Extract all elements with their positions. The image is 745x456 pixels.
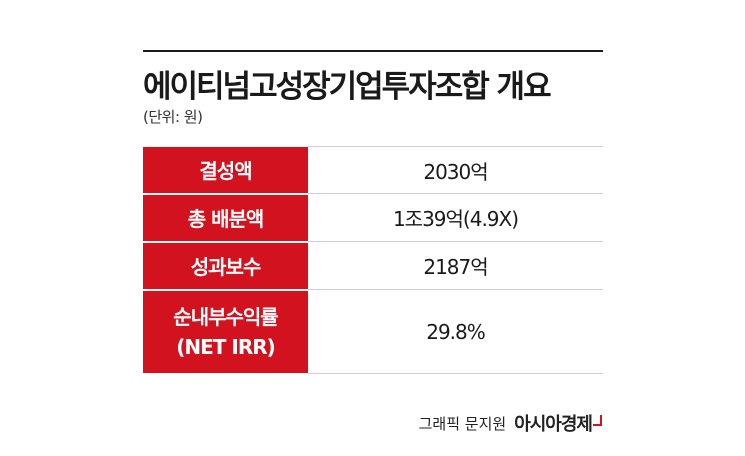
row-value: 2030억	[308, 146, 603, 194]
row-value: 29.8%	[308, 289, 603, 374]
infographic-title: 에이티넘고성장기업투자조합 개요	[143, 69, 552, 105]
row-value: 1조39억(4.9X)	[308, 193, 603, 242]
row-label: 총 배분액	[143, 193, 308, 243]
table-row: 순내부수익률 (NET IRR) 29.8%	[143, 289, 603, 375]
row-label-line2: (NET IRR)	[176, 334, 276, 359]
unit-note: (단위: 원)	[143, 108, 203, 126]
graphic-byline: 그래픽 문지원	[418, 414, 507, 433]
brand-name: 아시아경제	[514, 414, 593, 435]
row-label: 순내부수익률 (NET IRR)	[143, 289, 308, 375]
brand-mark-icon	[593, 415, 602, 426]
row-label-line1: 순내부수익률	[173, 304, 278, 329]
top-rule	[143, 50, 603, 52]
table-row: 총 배분액 1조39억(4.9X)	[143, 193, 603, 243]
credit: 그래픽 문지원 아시아경제	[419, 410, 602, 436]
row-label: 성과보수	[143, 241, 308, 291]
brand-logo: 아시아경제	[514, 410, 602, 436]
row-label: 결성액	[143, 146, 308, 195]
summary-table: 결성액 2030억 총 배분액 1조39억(4.9X) 성과보수 2187억 순…	[143, 146, 603, 375]
table-row: 성과보수 2187억	[143, 241, 603, 291]
table-row: 결성액 2030억	[143, 146, 603, 195]
row-value: 2187억	[308, 241, 603, 290]
